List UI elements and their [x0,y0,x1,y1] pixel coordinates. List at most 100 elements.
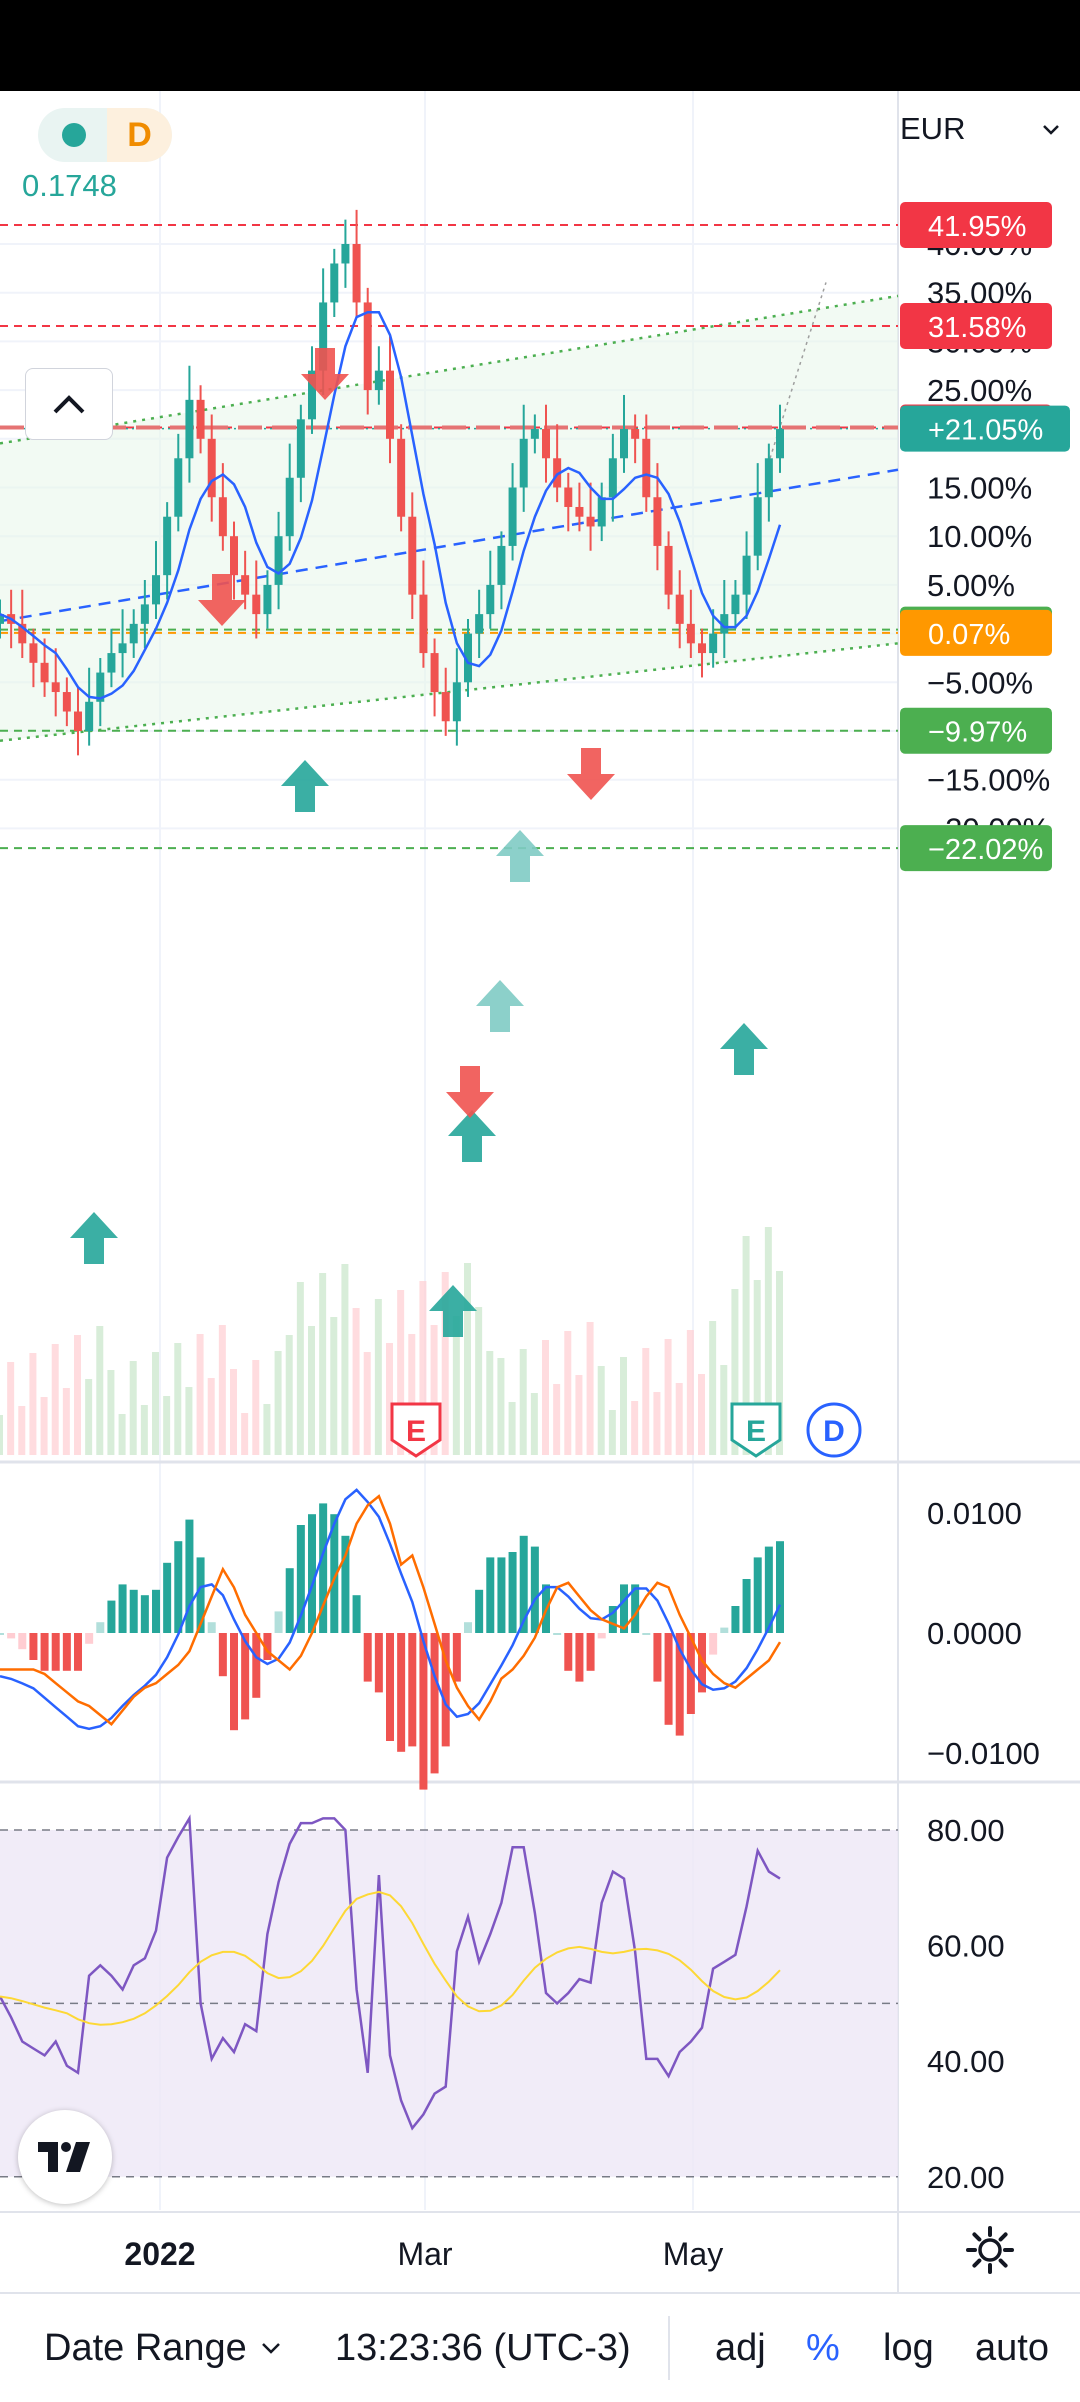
price-axis-label: 10.00% [927,519,1032,554]
macd-histogram-bar [174,1541,183,1633]
interval-label: D [107,108,172,162]
macd-histogram-bar [464,1622,472,1633]
adj-toggle[interactable]: adj [715,2326,766,2369]
candle-body [374,370,383,391]
candle-body [764,458,773,498]
visibility-dot-icon [62,123,86,147]
price-badge [900,303,1052,350]
candle-body [386,370,394,439]
percent-scale-toggle[interactable]: % [806,2326,840,2369]
volume-bar [352,1308,360,1455]
candle-body [252,594,261,615]
candle-body [107,653,116,673]
buy-arrow-icon [720,1023,768,1075]
volume-bar [0,1415,3,1455]
candle-body [51,682,60,693]
macd-histogram-bar [508,1552,517,1633]
status-bar [0,0,1080,91]
earnings-marker-icon-label: E [406,1415,426,1448]
rsi-axis-label: 60.00 [927,1929,1005,1964]
volume-bar [85,1379,93,1455]
candle-body [664,545,673,595]
macd-histogram-bar [631,1584,640,1633]
macd-histogram-bar [252,1633,261,1698]
candle-body [408,516,417,595]
volume-bar [274,1351,282,1455]
macd-histogram-bar [207,1622,216,1633]
macd-histogram-bar [597,1633,606,1639]
volume-bar [564,1331,572,1455]
visibility-toggle[interactable]: D [38,108,172,162]
volume-bar [363,1352,371,1455]
volume-bar [575,1375,583,1455]
macd-histogram-bar [720,1627,729,1633]
auto-scale-toggle[interactable]: auto [975,2326,1049,2369]
volume-bar [308,1326,315,1455]
candle-body [319,302,328,371]
candle-body [352,244,361,303]
volume-bar [7,1362,15,1455]
volume-bar [51,1344,59,1455]
macd-histogram-bar [29,1633,38,1660]
channel-fill [0,295,898,741]
current-time: 13:23:36 (UTC-3) [335,2326,631,2369]
volume-bar [542,1340,549,1455]
macd-histogram-bar [686,1633,695,1714]
candle-body [397,438,406,517]
macd-histogram-bar [274,1611,283,1633]
macd-histogram-bar [319,1503,328,1633]
buy-arrow-icon [448,1110,496,1162]
settings-gear-icon[interactable] [962,2222,1018,2278]
volume-bar [441,1272,449,1455]
macd-histogram-bar [296,1525,305,1633]
macd-histogram-bar [230,1633,238,1731]
volume-bar [486,1351,494,1455]
price-axis-label: 25.00% [927,373,1032,408]
sell-arrow-icon [301,348,349,400]
volume-bar [218,1325,226,1455]
candle-body [742,555,751,595]
dividend-marker-icon [806,1402,862,1458]
candle-body [85,701,94,731]
macd-histogram-bar [441,1633,450,1747]
volume-bar [497,1358,505,1455]
tradingview-logo-icon[interactable] [18,2110,112,2204]
volume-bar [163,1396,171,1455]
volume-bars [0,1227,783,1455]
volume-bar [62,1388,70,1455]
macd-histogram-bar [664,1633,673,1725]
buy-arrow-icon [429,1285,477,1337]
macd-histogram-bar [140,1595,149,1633]
candle-body [0,614,4,624]
currency-label: EUR [900,111,966,146]
volume-bar [698,1374,705,1455]
earnings-marker-icon [730,1402,782,1458]
candle-body [586,516,595,527]
log-scale-toggle[interactable]: log [883,2326,934,2369]
volume-bar [742,1236,750,1455]
macd-histogram-bar [408,1633,417,1747]
collapse-button[interactable] [25,368,113,440]
macd-histogram-bar [341,1535,350,1633]
macd-histogram-bar [241,1633,250,1720]
currency-selector[interactable]: EUR [900,104,1070,154]
price-axis-label: −15.00% [927,763,1050,798]
volume-bar [452,1316,460,1455]
volume-bar [419,1281,427,1455]
macd-histogram-bar [608,1606,617,1633]
price-badge [900,825,1052,872]
candle-body [486,584,495,615]
time-axis-label: May [663,2236,723,2272]
price-chart[interactable]: 40.00%35.00%30.00%25.00%20.00%15.00%10.0… [0,91,1080,2292]
candle-body [564,487,573,507]
price-badge-label: 0.07% [928,619,1010,651]
macd-axis-label: 0.0100 [927,1496,1022,1531]
volume-bar [152,1352,159,1455]
macd-histogram-bar [452,1633,461,1682]
price-badge [900,609,1052,656]
candle-body [40,662,49,683]
macd-histogram-bar [709,1633,718,1655]
macd-histogram-bar [374,1633,383,1693]
volume-bar [263,1404,271,1455]
date-range-button[interactable]: Date Range [44,2294,281,2402]
